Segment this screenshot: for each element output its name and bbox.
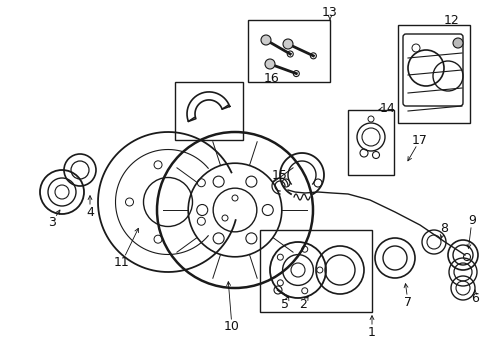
Text: 15: 15 <box>271 168 287 181</box>
Text: 5: 5 <box>281 298 288 311</box>
Text: 1: 1 <box>367 325 375 338</box>
Text: 11: 11 <box>114 256 130 269</box>
Text: 3: 3 <box>48 216 56 229</box>
Circle shape <box>264 59 274 69</box>
Circle shape <box>261 35 270 45</box>
Bar <box>260 230 371 312</box>
Text: 10: 10 <box>224 320 240 333</box>
Text: 12: 12 <box>443 14 459 27</box>
Text: 16: 16 <box>264 72 279 85</box>
Bar <box>247 20 329 82</box>
Text: 8: 8 <box>439 221 447 234</box>
Text: 7: 7 <box>403 296 411 309</box>
Text: 9: 9 <box>467 213 475 226</box>
Text: 17: 17 <box>411 134 427 147</box>
Bar <box>397 25 469 123</box>
Bar <box>175 82 243 140</box>
Circle shape <box>452 38 462 48</box>
Circle shape <box>283 39 292 49</box>
Text: 14: 14 <box>379 102 395 114</box>
Text: 6: 6 <box>470 292 478 305</box>
Text: 13: 13 <box>322 5 337 18</box>
Text: 2: 2 <box>299 298 306 311</box>
Bar <box>347 110 393 175</box>
Text: 4: 4 <box>86 206 94 219</box>
